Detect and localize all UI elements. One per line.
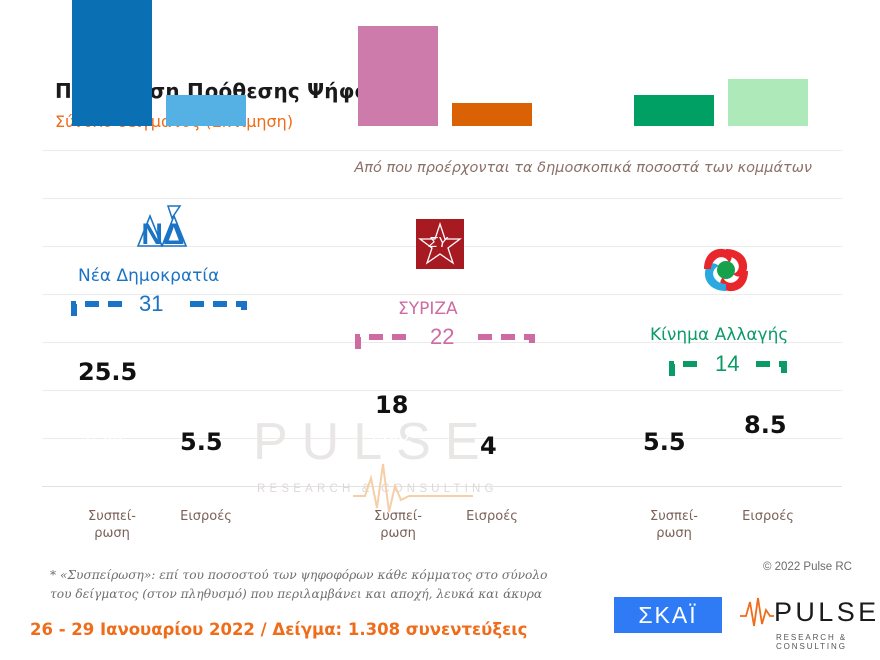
bar-value-kinal-retention: 5.5 — [643, 428, 686, 456]
party-name-kinal: Κίνημα Αλλαγής — [650, 325, 789, 345]
axis-label-syriza-retention: Συσπεί- ρωση — [374, 509, 422, 542]
plot-area: PULSE RESEARCH & CONSULTING ΝΔ Νέα Δημοκ… — [0, 0, 880, 541]
bracket-kinal — [669, 361, 787, 376]
watermark-subtext: RESEARCH & CONSULTING — [257, 483, 498, 495]
footnote-line-2: του δείγματος (στον πληθυσμό) που περιλα… — [50, 586, 543, 601]
bracket-nd — [71, 301, 247, 316]
bracket-total-kinal: 14 — [715, 351, 740, 376]
pulse-waveform-icon — [740, 597, 774, 627]
gridline — [42, 150, 842, 151]
pulse-watermark: PULSE RESEARCH & CONSULTING — [253, 413, 653, 513]
bar-value-syriza-retention: 18 — [375, 391, 409, 419]
bar-kinal-retention — [634, 95, 714, 126]
bar-pct-kinal-retention: 71% — [647, 462, 690, 485]
survey-date-line: 26 - 29 Ιανουαρίου 2022 / Δείγμα: 1.308 … — [30, 620, 528, 639]
bracket-total-syriza: 22 — [430, 324, 455, 349]
syriza-logo: ΣΥ — [416, 219, 464, 269]
axis-label-kinal-retention: Συσπεί- ρωση — [650, 509, 698, 542]
bar-nd-retention — [72, 0, 152, 126]
bar-syriza-inflow — [452, 103, 532, 126]
gridline — [42, 438, 842, 439]
footnote-line-1: * «Συσπείρωση»: επί του ποσοστού των ψηφ… — [50, 568, 548, 582]
chart-annotation: Από που προέρχονται τα δημοσκοπικά ποσοσ… — [354, 160, 812, 176]
pulse-logo-subtext: RESEARCH & CONSULTING — [776, 633, 848, 651]
bar-value-nd-inflow: 5.5 — [180, 428, 223, 456]
party-name-nd: Νέα Δημοκρατία — [78, 266, 220, 286]
axis-label-syriza-inflow: Εισροές — [466, 509, 518, 524]
axis-label-nd-inflow: Εισροές — [180, 509, 232, 524]
axis-label-nd-retention: Συσπεί- ρωση — [88, 509, 136, 542]
bar-pct-syriza-retention: 62% — [371, 432, 414, 455]
bracket-syriza — [355, 334, 535, 349]
gridline — [42, 390, 842, 391]
watermark-text: PULSE — [253, 413, 494, 471]
axis-label-kinal-inflow: Εισροές — [742, 509, 794, 524]
axis-baseline — [42, 486, 842, 487]
skai-logo: ΣΚΑΪ — [614, 597, 722, 633]
svg-text:ΣΥ: ΣΥ — [428, 234, 449, 251]
footnote: * «Συσπείρωση»: επί του ποσοστού των ψηφ… — [50, 566, 547, 604]
nd-logo: ΝΔ — [136, 205, 188, 250]
copyright-text: © 2022 Pulse RC — [762, 561, 852, 573]
pulse-logo-text: PULSE — [774, 596, 880, 627]
bar-syriza-retention — [358, 26, 438, 126]
svg-text:ΝΔ: ΝΔ — [141, 218, 184, 250]
skai-logo-mark: ΣΚΑΪ — [638, 602, 697, 628]
kinal-logo — [704, 248, 748, 292]
party-name-syriza: ΣΥΡΙΖΑ — [398, 299, 458, 319]
bar-nd-inflow — [166, 95, 246, 126]
bar-value-syriza-inflow: 4 — [480, 432, 497, 460]
bracket-total-nd: 31 — [139, 291, 164, 316]
bar-kinal-inflow — [728, 79, 808, 126]
bar-pct-nd-retention: 67% — [85, 432, 128, 455]
gridline — [42, 342, 842, 343]
pulse-logo: PULSE RESEARCH & CONSULTING — [740, 596, 880, 651]
gridline — [42, 198, 842, 199]
bar-value-nd-retention: 25.5 — [78, 358, 138, 386]
gridline — [42, 294, 842, 295]
svg-text:ΣΚΑΪ: ΣΚΑΪ — [638, 602, 697, 628]
bar-value-kinal-inflow: 8.5 — [744, 411, 787, 439]
